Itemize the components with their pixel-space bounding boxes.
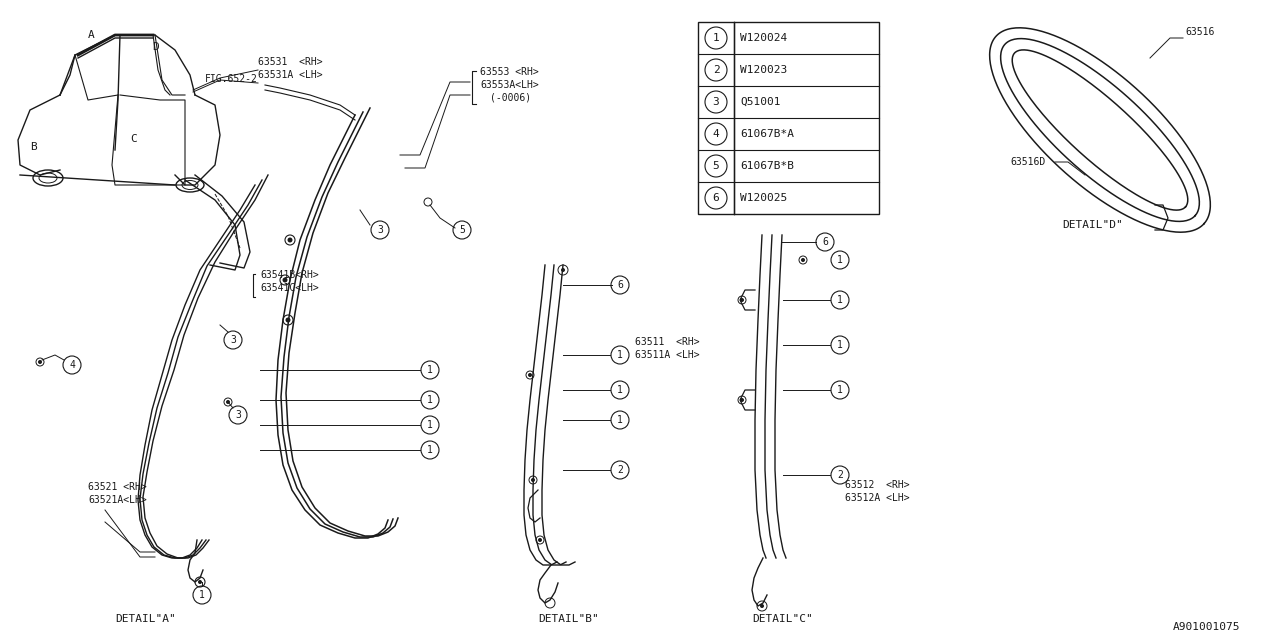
Text: DETAIL"D": DETAIL"D" (1062, 220, 1123, 230)
Text: 63541B<RH>: 63541B<RH> (260, 270, 319, 280)
Text: 63553 <RH>: 63553 <RH> (480, 67, 539, 77)
Text: 63512A <LH>: 63512A <LH> (845, 493, 910, 503)
Text: 63521 <RH>: 63521 <RH> (88, 482, 147, 492)
Text: 2: 2 (837, 470, 844, 480)
Text: 63511A <LH>: 63511A <LH> (635, 350, 700, 360)
Text: 63521A<LH>: 63521A<LH> (88, 495, 147, 505)
Text: 63516D: 63516D (1010, 157, 1046, 167)
Text: A901001075: A901001075 (1172, 622, 1240, 632)
Text: 3: 3 (713, 97, 719, 107)
Text: 1: 1 (837, 340, 844, 350)
Text: W120024: W120024 (740, 33, 787, 43)
Text: 1: 1 (617, 415, 623, 425)
Text: 63531A <LH>: 63531A <LH> (259, 70, 323, 80)
Text: 5: 5 (713, 161, 719, 171)
Text: 1: 1 (428, 445, 433, 455)
Circle shape (38, 360, 42, 364)
Text: 61067B*B: 61067B*B (740, 161, 794, 171)
Text: 1: 1 (428, 365, 433, 375)
Circle shape (538, 538, 541, 542)
Text: 3: 3 (378, 225, 383, 235)
Circle shape (740, 298, 744, 302)
Text: 4: 4 (713, 129, 719, 139)
Text: 61067B*A: 61067B*A (740, 129, 794, 139)
Circle shape (285, 317, 291, 323)
Text: 3: 3 (236, 410, 241, 420)
Circle shape (531, 478, 535, 482)
Text: 1: 1 (837, 295, 844, 305)
Text: 2: 2 (617, 465, 623, 475)
Text: Q51001: Q51001 (740, 97, 781, 107)
Text: 63541C<LH>: 63541C<LH> (260, 283, 319, 293)
Text: 63531  <RH>: 63531 <RH> (259, 57, 323, 67)
Circle shape (561, 268, 564, 272)
Text: 1: 1 (200, 590, 205, 600)
Text: DETAIL"B": DETAIL"B" (538, 614, 599, 624)
Text: 63516: 63516 (1185, 27, 1215, 37)
Text: 63511  <RH>: 63511 <RH> (635, 337, 700, 347)
Text: 5: 5 (460, 225, 465, 235)
Text: 2: 2 (713, 65, 719, 75)
Text: 1: 1 (617, 385, 623, 395)
Circle shape (740, 398, 744, 402)
Text: W120025: W120025 (740, 193, 787, 203)
Text: 63512  <RH>: 63512 <RH> (845, 480, 910, 490)
Text: W120023: W120023 (740, 65, 787, 75)
Circle shape (288, 237, 293, 243)
Circle shape (283, 278, 288, 282)
Text: DETAIL"A": DETAIL"A" (115, 614, 175, 624)
Text: A: A (88, 30, 95, 40)
Text: 6: 6 (713, 193, 719, 203)
Text: 1: 1 (713, 33, 719, 43)
Text: 3: 3 (230, 335, 236, 345)
Text: D: D (152, 42, 159, 52)
Text: 1: 1 (617, 350, 623, 360)
Text: (-0006): (-0006) (490, 93, 531, 103)
Circle shape (760, 604, 764, 608)
Text: B: B (29, 142, 37, 152)
Circle shape (198, 580, 202, 584)
Circle shape (801, 258, 805, 262)
Text: 1: 1 (428, 395, 433, 405)
Circle shape (227, 400, 230, 404)
Text: DETAIL"C": DETAIL"C" (753, 614, 813, 624)
Text: 1: 1 (428, 420, 433, 430)
Text: 4: 4 (69, 360, 76, 370)
Text: 6: 6 (617, 280, 623, 290)
Circle shape (529, 373, 532, 377)
Text: C: C (131, 134, 137, 144)
Text: FIG.652-2: FIG.652-2 (205, 74, 257, 84)
Text: 1: 1 (837, 385, 844, 395)
Bar (698, 22, 879, 214)
Text: 63553A<LH>: 63553A<LH> (480, 80, 539, 90)
Text: 6: 6 (822, 237, 828, 247)
Text: 1: 1 (837, 255, 844, 265)
